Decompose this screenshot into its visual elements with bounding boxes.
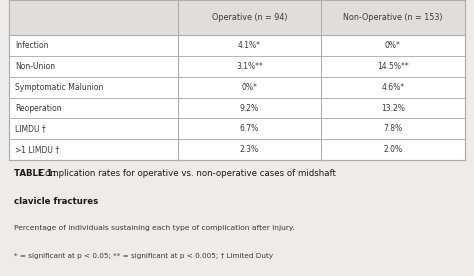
Text: clavicle fractures: clavicle fractures xyxy=(14,197,99,206)
Text: 0%*: 0%* xyxy=(242,83,257,92)
Text: Reoperation: Reoperation xyxy=(15,104,62,113)
Bar xyxy=(9,0,465,35)
Text: 2.0%: 2.0% xyxy=(383,145,402,154)
Text: Infection: Infection xyxy=(15,41,49,50)
Text: Non-Operative (n = 153): Non-Operative (n = 153) xyxy=(343,13,443,22)
Text: Non-Union: Non-Union xyxy=(15,62,55,71)
Text: 6.7%: 6.7% xyxy=(240,124,259,133)
Text: 4.1%*: 4.1%* xyxy=(238,41,261,50)
Text: 14.5%**: 14.5%** xyxy=(377,62,409,71)
Text: 4.6%*: 4.6%* xyxy=(381,83,404,92)
Text: 13.2%: 13.2% xyxy=(381,104,405,113)
Text: * = significant at p < 0.05; ** = significant at p < 0.005; † Limited Duty: * = significant at p < 0.05; ** = signif… xyxy=(14,253,273,259)
Text: Operative (n = 94): Operative (n = 94) xyxy=(212,13,287,22)
Text: Complication rates for operative vs. non-operative cases of midshaft: Complication rates for operative vs. non… xyxy=(39,169,336,178)
Text: 9.2%: 9.2% xyxy=(240,104,259,113)
Text: 2.3%: 2.3% xyxy=(240,145,259,154)
Text: Symptomatic Malunion: Symptomatic Malunion xyxy=(15,83,103,92)
Text: TABLE 1:: TABLE 1: xyxy=(14,169,59,178)
Text: >1 LIMDU †: >1 LIMDU † xyxy=(15,145,59,154)
Text: 0%*: 0%* xyxy=(385,41,401,50)
Text: 3.1%**: 3.1%** xyxy=(236,62,263,71)
Text: Percentage of individuals sustaining each type of complication after injury.: Percentage of individuals sustaining eac… xyxy=(14,225,295,231)
Text: LIMDU †: LIMDU † xyxy=(15,124,46,133)
Text: 7.8%: 7.8% xyxy=(383,124,402,133)
